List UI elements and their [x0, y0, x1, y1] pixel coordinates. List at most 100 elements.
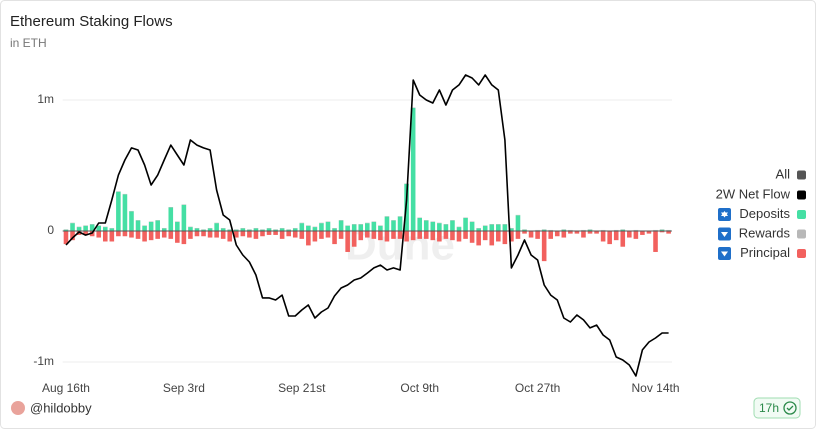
bar	[476, 231, 481, 246]
legend-swatch	[797, 210, 806, 219]
bar	[587, 229, 593, 231]
bar	[148, 231, 154, 241]
bar	[214, 231, 219, 238]
avatar	[11, 401, 25, 415]
bar	[109, 228, 115, 231]
bar	[253, 228, 259, 231]
legend-label[interactable]: Rewards	[739, 225, 791, 240]
bar	[253, 231, 259, 239]
bar	[378, 225, 383, 231]
bar	[312, 227, 318, 231]
legend-label[interactable]: 2W Net Flow	[716, 186, 791, 201]
bar	[129, 211, 134, 231]
bar	[194, 228, 200, 231]
legend-label[interactable]: Deposits	[739, 206, 790, 221]
bar	[509, 231, 514, 242]
toggle-arrow	[721, 232, 728, 237]
bar	[391, 231, 396, 239]
bar	[417, 231, 422, 239]
bar	[181, 231, 187, 245]
bar	[194, 231, 200, 237]
bar	[423, 231, 429, 239]
bar	[233, 229, 239, 231]
bar	[384, 216, 390, 231]
bar	[345, 225, 350, 231]
bar	[96, 231, 102, 238]
bar	[83, 231, 88, 235]
bar	[122, 194, 128, 231]
x-tick-label: Sep 3rd	[163, 381, 205, 395]
bar	[299, 231, 305, 239]
legend-label[interactable]: Principal	[740, 245, 790, 260]
bar	[437, 231, 442, 242]
bar	[450, 231, 455, 241]
bar	[70, 231, 75, 241]
legend-swatch	[797, 170, 806, 180]
bar	[646, 231, 652, 234]
bar	[437, 223, 442, 231]
bar	[482, 231, 488, 241]
bar	[417, 217, 422, 231]
legend-label[interactable]: All	[776, 166, 791, 181]
bar	[142, 231, 147, 242]
bar	[175, 231, 180, 243]
chart-subtitle: in ETH	[10, 36, 47, 50]
bar	[522, 229, 527, 231]
bar	[351, 231, 357, 247]
bar	[240, 231, 246, 237]
bar	[397, 216, 403, 231]
bar	[161, 231, 167, 238]
bar	[207, 231, 213, 238]
bar	[188, 227, 193, 231]
bar	[286, 231, 291, 237]
y-tick-label: -1m	[33, 354, 54, 368]
bar	[541, 231, 547, 262]
bar	[450, 220, 455, 231]
bar	[332, 228, 337, 231]
bar	[260, 229, 265, 231]
bar	[207, 228, 213, 231]
bar	[201, 231, 206, 237]
bar	[607, 231, 612, 245]
bar	[325, 221, 331, 231]
x-tick-label: Aug 16th	[42, 381, 90, 395]
bar	[319, 223, 324, 231]
bar	[371, 221, 377, 231]
bar	[338, 231, 344, 239]
bar	[391, 220, 396, 231]
bar	[358, 231, 364, 241]
bar	[627, 231, 632, 238]
bar	[148, 221, 154, 231]
bar	[489, 231, 495, 246]
legend-swatch	[797, 190, 806, 200]
bar	[581, 231, 586, 238]
bar	[292, 228, 298, 231]
bar	[247, 231, 252, 238]
bar	[220, 228, 226, 231]
bar	[554, 231, 560, 237]
bar	[502, 224, 508, 231]
bar	[345, 231, 350, 252]
bar	[351, 224, 357, 231]
legend-swatch	[797, 249, 806, 258]
legend-swatch	[797, 229, 806, 239]
bar	[116, 231, 121, 237]
author[interactable]: @hildobby	[30, 400, 92, 415]
y-tick-label: 0	[47, 223, 54, 237]
bar	[299, 223, 305, 231]
bar	[502, 231, 508, 245]
bar	[509, 228, 514, 231]
bar	[496, 231, 501, 242]
bar	[306, 231, 311, 246]
bar	[659, 229, 665, 231]
bar	[129, 231, 134, 238]
bar	[384, 231, 390, 242]
bar	[63, 231, 69, 245]
bar	[286, 229, 291, 231]
bar	[443, 231, 449, 239]
bar	[653, 231, 658, 252]
bar	[469, 221, 475, 231]
x-tick-label: Nov 14th	[632, 381, 680, 395]
bar	[89, 224, 95, 231]
